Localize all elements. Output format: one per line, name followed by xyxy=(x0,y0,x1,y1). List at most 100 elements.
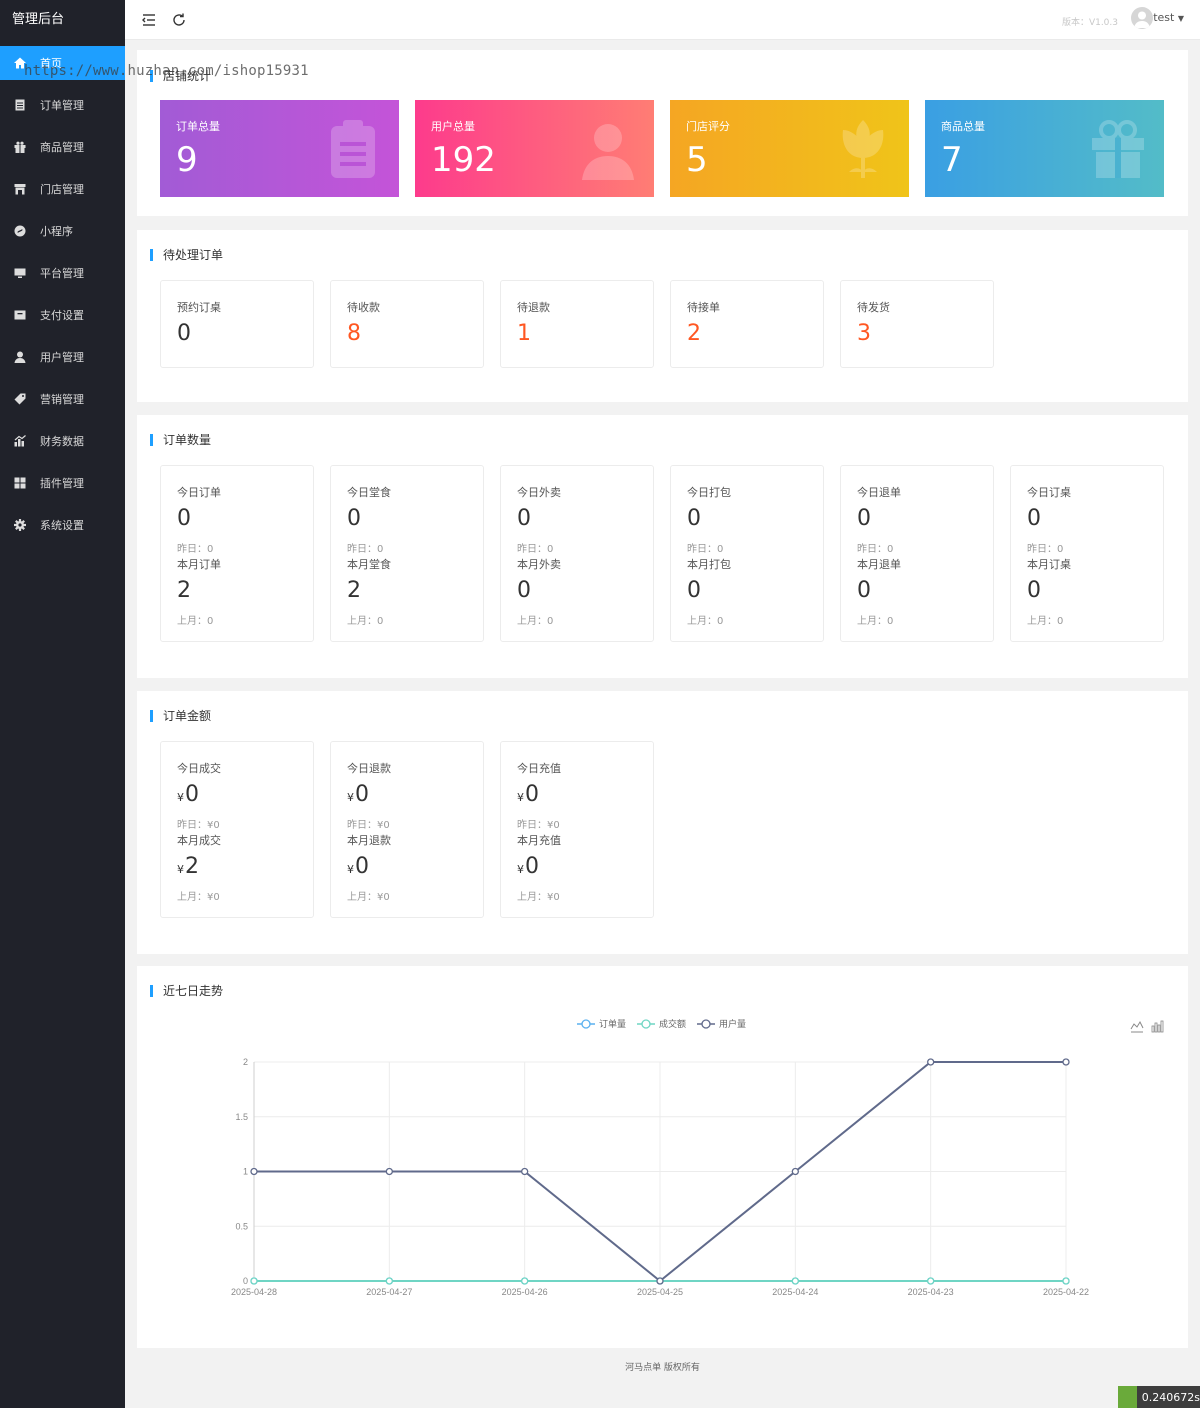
card-label: 今日堂食 xyxy=(347,486,391,499)
data-point xyxy=(791,1277,799,1285)
pending-card-label: 待发货 xyxy=(857,301,890,314)
sidebar-item-1[interactable]: 订单管理 xyxy=(0,88,125,122)
card-month-value: 0 xyxy=(687,578,701,603)
sidebar-item-6[interactable]: 支付设置 xyxy=(0,298,125,332)
stat-card-label: 订单总量 xyxy=(176,120,220,133)
goods-icon xyxy=(13,140,27,154)
payment-icon xyxy=(13,308,27,322)
currency-symbol: ¥ xyxy=(347,863,354,876)
store-stats-title: 店铺统计 xyxy=(150,70,211,82)
card-month-value: 0 xyxy=(517,578,531,603)
brand-title: 管理后台 xyxy=(12,12,65,27)
runtime-value: 0.240672s xyxy=(1141,1390,1200,1404)
sidebar-item-label: 插件管理 xyxy=(40,477,84,490)
order-count-panel: 订单数量 今日订单 0 昨日：0 本月订单 2 上月：0 今日堂食 0 昨日：0 本月堂食 2 上月：… xyxy=(137,415,1188,678)
legend-marker xyxy=(641,1019,651,1029)
runtime-badge: 0.240672s xyxy=(1118,1386,1200,1408)
sidebar-item-5[interactable]: 平台管理 xyxy=(0,256,125,290)
order-amount-title: 订单金额 xyxy=(150,710,211,722)
currency-symbol: ¥ xyxy=(517,863,524,876)
trend-title: 近七日走势 xyxy=(150,985,223,997)
pending-card-label: 待退款 xyxy=(517,301,550,314)
order-amount-card: 今日成交 ¥0 昨日：¥0 本月成交 ¥2 上月：¥0 xyxy=(160,741,314,918)
card-month-label: 本月退款 xyxy=(347,834,391,847)
pending-card-value: 3 xyxy=(857,321,871,346)
card-month-label: 本月打包 xyxy=(687,558,731,571)
stat-card-value: 7 xyxy=(941,140,963,180)
card-month-value: 0 xyxy=(1027,578,1041,603)
sidebar-item-11[interactable]: 系统设置 xyxy=(0,508,125,542)
data-point xyxy=(1062,1277,1070,1285)
sidebar-item-9[interactable]: 财务数据 xyxy=(0,424,125,458)
stat-card: 门店评分 5 xyxy=(670,100,909,197)
tag-icon xyxy=(13,392,27,406)
card-yesterday: 昨日：¥0 xyxy=(347,820,390,831)
sidebar-item-label: 门店管理 xyxy=(40,183,84,196)
menu-collapse-icon[interactable] xyxy=(140,11,158,29)
sidebar-item-0[interactable]: 首页 xyxy=(0,46,125,80)
username-label: test xyxy=(1153,11,1175,24)
order-count-card: 今日订桌 0 昨日：0 本月订桌 0 上月：0 xyxy=(1010,465,1164,642)
sidebar-item-2[interactable]: 商品管理 xyxy=(0,130,125,164)
sidebar-item-label: 支付设置 xyxy=(40,309,84,322)
x-tick-label: 2025-04-25 xyxy=(637,1287,683,1297)
order-count-card: 今日订单 0 昨日：0 本月订单 2 上月：0 xyxy=(160,465,314,642)
pending-card-value: 8 xyxy=(347,321,361,346)
legend-label: 订单量 xyxy=(599,1018,626,1029)
pending-card[interactable]: 待退款 1 xyxy=(500,280,654,368)
refresh-icon[interactable] xyxy=(170,11,188,29)
order-count-card: 今日打包 0 昨日：0 本月打包 0 上月：0 xyxy=(670,465,824,642)
card-label: 今日订单 xyxy=(177,486,221,499)
miniapp-icon xyxy=(13,224,27,238)
gear-icon xyxy=(13,518,27,532)
sidebar-item-7[interactable]: 用户管理 xyxy=(0,340,125,374)
card-last-month: 上月：0 xyxy=(177,616,214,627)
trend-chart: 0 0.5 1 1.5 2 2025-04-28 2025-04-27 2025-04-26 2… xyxy=(231,1018,1164,1297)
data-point xyxy=(791,1167,799,1176)
card-value: ¥0 xyxy=(347,782,369,807)
legend-marker xyxy=(581,1019,591,1029)
line-chart-toggle-icon[interactable] xyxy=(1130,1020,1144,1033)
data-point xyxy=(521,1277,529,1285)
x-tick-label: 2025-04-27 xyxy=(366,1287,412,1297)
caret-down-icon: ▼ xyxy=(1177,14,1184,23)
bar-chart-toggle-icon[interactable] xyxy=(1151,1020,1164,1033)
card-yesterday: 昨日：¥0 xyxy=(177,820,220,831)
card-value: 0 xyxy=(687,506,701,531)
legend-marker xyxy=(701,1019,711,1029)
card-yesterday: 昨日：0 xyxy=(857,544,894,555)
card-value: 0 xyxy=(177,506,191,531)
pending-card[interactable]: 待接单 2 xyxy=(670,280,824,368)
sidebar-item-label: 系统设置 xyxy=(40,519,84,532)
stat-card-label: 用户总量 xyxy=(431,120,475,133)
card-yesterday: 昨日：¥0 xyxy=(517,820,560,831)
card-month-label: 本月订单 xyxy=(177,558,221,571)
platform-icon xyxy=(13,266,27,280)
home-icon xyxy=(13,56,27,70)
finance-icon xyxy=(13,434,27,448)
sidebar-item-4[interactable]: 小程序 xyxy=(0,214,125,248)
data-point xyxy=(1062,1058,1070,1066)
sidebar-menu: 首页订单管理商品管理门店管理小程序平台管理支付设置用户管理营销管理财务数据插件管… xyxy=(0,46,125,542)
x-tick-label: 2025-04-22 xyxy=(1043,1287,1089,1297)
pending-card-value: 1 xyxy=(517,321,531,346)
sidebar-item-8[interactable]: 营销管理 xyxy=(0,382,125,416)
pending-card[interactable]: 待收款 8 xyxy=(330,280,484,368)
card-label: 今日充值 xyxy=(517,762,561,775)
avatar[interactable] xyxy=(1131,7,1153,29)
pending-card[interactable]: 待发货 3 xyxy=(840,280,994,368)
legend-label: 用户量 xyxy=(719,1018,746,1029)
pending-card-value: 2 xyxy=(687,321,701,346)
card-yesterday: 昨日：0 xyxy=(177,544,214,555)
pending-card-label: 待收款 xyxy=(347,301,380,314)
user-menu[interactable]: test ▼ xyxy=(1153,11,1184,24)
sidebar-item-10[interactable]: 插件管理 xyxy=(0,466,125,500)
pending-card[interactable]: 预约订桌 0 xyxy=(160,280,314,368)
card-value: 0 xyxy=(857,506,871,531)
x-tick-label: 2025-04-23 xyxy=(908,1287,954,1297)
sidebar-item-3[interactable]: 门店管理 xyxy=(0,172,125,206)
card-last-month: 上月：¥0 xyxy=(517,892,560,903)
card-month-value: ¥2 xyxy=(177,854,199,879)
card-month-value: ¥0 xyxy=(517,854,539,879)
card-value: 0 xyxy=(347,506,361,531)
